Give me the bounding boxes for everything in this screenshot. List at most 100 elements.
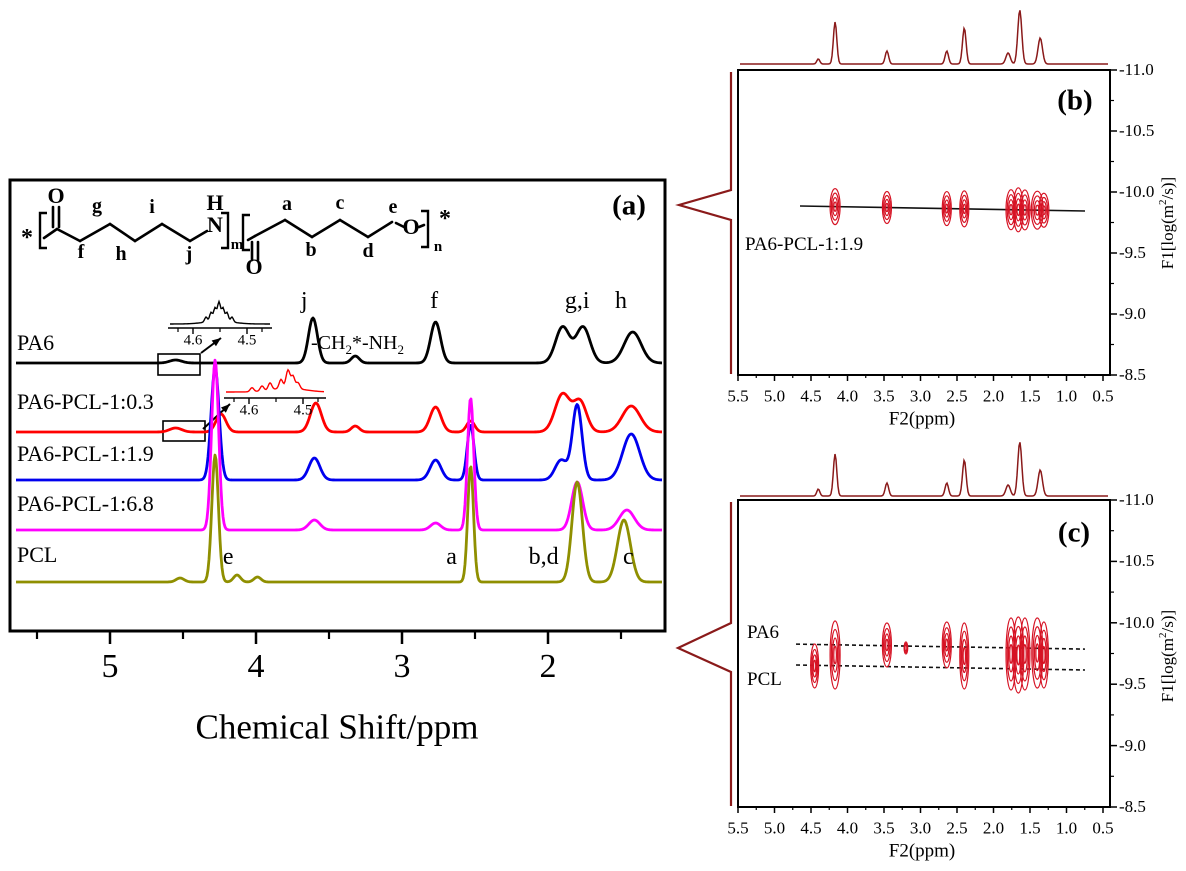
panel-b-contour-peak (833, 201, 837, 212)
molecule-bracket (221, 211, 230, 250)
molecule-bond (188, 229, 209, 243)
panel-c-contour-peak (1035, 643, 1040, 663)
panel-c-contour-peak (885, 638, 889, 652)
panel-b-x-tick-label: 3.0 (909, 386, 932, 406)
panel-b-contour-peak (881, 190, 893, 225)
molecule-atom-label: H (206, 190, 223, 215)
molecule-atom-label: O (245, 254, 262, 279)
panel-c-contour-peak (1039, 629, 1048, 681)
amine-text-1: -CH (311, 332, 346, 354)
molecule-atom-label: N (207, 212, 223, 237)
panel-c-contour-peak (881, 622, 893, 668)
zoom-arrow-head (211, 338, 221, 347)
panel-b-contour-peak (1038, 192, 1050, 228)
panel-b-contour-peak (941, 190, 952, 227)
peak-label-g,i: g,i (564, 288, 590, 314)
panel-c-contour-peak (1021, 635, 1028, 673)
panel-c-contour-peak (882, 627, 891, 663)
panel-a-x-axis-title: Chemical Shift/ppm (195, 707, 479, 747)
spectrum-label-PA6-PCL-1:0.3: PA6-PCL-1:0.3 (17, 389, 154, 414)
panel-c-y-tick-label: -9.0 (1119, 735, 1146, 755)
f1-label-text2-b: /s)] (1157, 176, 1177, 200)
peak-label-e: e (222, 544, 234, 570)
panel-b-contour-peak (961, 199, 968, 219)
molecule-atom-label: a (282, 193, 292, 215)
molecule-bond (42, 227, 59, 240)
molecule-bond (338, 218, 370, 239)
peak-label-b,d: b,d (528, 544, 559, 570)
panel-b-contour-peak (1040, 201, 1047, 220)
panel-b-contour-peak (1021, 199, 1028, 221)
panel-c-diffusion-line-PA6 (795, 643, 1086, 650)
peak-label-f: f (430, 288, 439, 314)
f1-label-text-c: F1[log(m (1157, 637, 1177, 703)
molecule-bond (246, 234, 257, 242)
expansion-brace-b (675, 72, 733, 374)
panel-c-contour-peak (810, 643, 820, 689)
panel-c-contour-peak (1007, 635, 1015, 673)
molecule-atom-label: * (21, 225, 33, 251)
panel-b-x-axis-title: F2(ppm) (888, 408, 956, 430)
molecule-bond (366, 220, 394, 239)
molecule-bracket (421, 209, 430, 249)
panel-b-y-axis-title: F1[log(m2/s)] (1157, 176, 1177, 269)
panel-b-contour-peak (1022, 204, 1027, 216)
f1-label-sup-b: 2 (1157, 199, 1170, 205)
panel-b-contour-peak (882, 194, 891, 221)
panel-b-contour-peak (1009, 203, 1013, 216)
panel-b-contour-peak (959, 190, 970, 228)
molecule-bracket (38, 211, 47, 250)
peak-label-a: a (446, 544, 457, 570)
panel-c-contour-peak (833, 645, 837, 665)
inset-tick-label: 4.6 (183, 332, 203, 349)
amine-sub-2: 2 (397, 342, 405, 357)
panel-b-y-tick-label: -9.5 (1119, 243, 1146, 262)
panel-c-y-tick-label: -10.0 (1119, 612, 1155, 632)
panel-b-contour-peak (884, 198, 890, 217)
panel-b-contour-peak (1030, 190, 1044, 230)
panel-c-x-tick-label: 1.5 (1019, 818, 1041, 838)
panel-b-y-tick-label: -8.5 (1119, 365, 1146, 384)
molecule-bracket (241, 213, 250, 252)
peak-label-j: j (300, 288, 308, 314)
panel-b-x-tick-label: 1.0 (1055, 386, 1078, 406)
panel-c-contour-peak (812, 654, 818, 678)
inset-tick-label: 4.6 (239, 402, 259, 419)
molecule-atom-label: f (78, 241, 85, 263)
panel-c-contour-peak (962, 646, 967, 666)
panel-b-contour-peak (1019, 189, 1031, 231)
inset-spectrum-curve (170, 299, 271, 325)
panel-b-x-tick-label: 1.5 (1019, 386, 1041, 406)
amine-sub-1: 2 (345, 342, 352, 357)
panel-b-contour-peak (1020, 194, 1030, 226)
panel-b-sample-label: PA6-PCL-1:1.9 (745, 234, 864, 255)
molecule-atom-label: e (389, 196, 398, 218)
molecule-bond (310, 218, 342, 239)
panel-b-y-tick-label: -10.5 (1119, 121, 1155, 140)
panel-c-x-tick-label: 0.5 (1092, 818, 1114, 838)
molecule-bond (160, 222, 192, 243)
panel-b-contour-peak (1041, 205, 1046, 216)
panel-b-x-tick-label: 5.5 (727, 386, 749, 406)
panel-c-row-label-pa6: PA6 (747, 622, 780, 643)
nmr-spectrum-PA6-PCL-1:1.9 (15, 366, 663, 482)
panel-c-y-tick-label: -8.5 (1119, 797, 1146, 816)
panel-c-diffusion-line-PCL (795, 664, 1086, 671)
nmr-spectrum-PA6 (15, 316, 663, 365)
panel-c-y-tick-label: -11.0 (1119, 490, 1154, 509)
panel-c-projection-trace (740, 442, 1108, 497)
panel-a-tick-label: 4 (247, 648, 265, 685)
panel-b-contour-peak (962, 203, 967, 215)
inset-spectrum-curve (226, 368, 325, 393)
panel-b-contour-peak (960, 194, 969, 223)
molecule-atom-label: O (47, 183, 64, 208)
molecule-atom-label: i (149, 196, 155, 218)
molecule-bond (133, 222, 164, 243)
panel-b-contour-peak (1039, 196, 1049, 224)
panel-c-x-tick-label: 5.5 (727, 818, 749, 838)
panel-b-contour-peak (829, 188, 841, 226)
zoom-arrow-head (220, 404, 230, 413)
molecule-bond (108, 222, 137, 243)
inset-tick-label: 4.5 (293, 402, 313, 419)
